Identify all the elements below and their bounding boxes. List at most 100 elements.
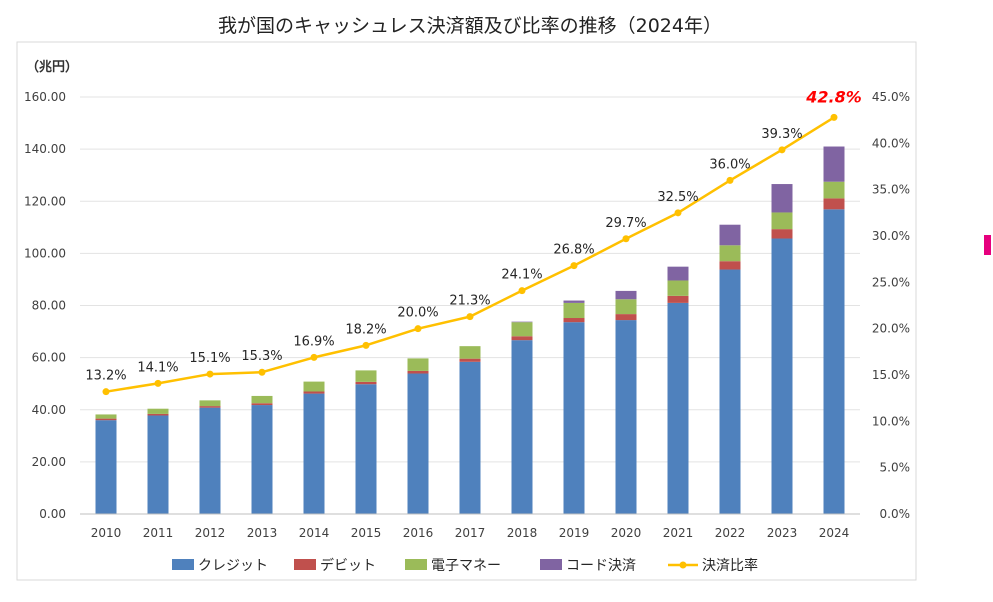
y-tick-label: 140.00 [24,142,66,156]
y-axis-ticks: 0.00 20.00 40.00 60.00 80.00 100.00 120.00 140.… [24,90,66,521]
ratio-data-label: 29.7% [605,216,646,231]
legend-label: コード決済 [566,558,636,574]
bar-segment-3 [719,245,741,262]
x-tick-label: 2015 [351,526,382,540]
y-tick-label: 80.00 [32,299,66,313]
y2-tick-label: 35.0% [872,183,910,197]
chart-title: 我が国のキャッシュレス決済額及び比率の推移（2024年） [218,15,722,37]
bar-segment-4 [667,266,689,281]
x-tick-label: 2016 [403,526,434,540]
bar-segment-2 [199,406,221,408]
y2-tick-label: 10.0% [872,414,910,428]
y-tick-label: 160.00 [24,90,66,104]
ratio-point [310,353,318,361]
y2-tick-label: 40.0% [872,136,910,150]
bar-segment-3 [147,408,169,414]
ratio-point [414,325,422,333]
y2-tick-label: 0.0% [880,507,911,521]
bar-segment-4 [615,290,637,300]
bar-segment-2 [823,198,845,210]
ratio-line-series: 13.2% 14.1% 15.1% 15.3% 16.9% 18.2% 20.0% 21.3%… [85,87,862,396]
bar-segment-2 [719,261,741,270]
bar-segment-2 [563,318,585,323]
legend-label: 決済比率 [702,557,758,574]
bar-segment-2 [511,336,533,341]
ratio-point [102,388,110,396]
ratio-data-label: 24.1% [501,268,542,283]
bar-segment-1 [615,320,637,514]
ratio-point [258,368,266,376]
ratio-data-label: 21.3% [449,294,490,309]
ratio-point [778,146,786,154]
legend-swatch [405,559,427,570]
bar-segment-1 [823,209,845,514]
ratio-data-label: 18.2% [345,322,386,337]
bar-segment-3 [823,181,845,199]
bar-segment-3 [303,381,325,392]
bar-segment-3 [355,370,377,382]
legend-swatch-marker [679,561,687,569]
x-axis-ticks: 2010 2011 2012 2013 2014 2015 2016 2017 2018 2019… [91,526,850,540]
bar-segment-1 [95,420,117,514]
x-tick-label: 2019 [559,526,590,540]
bar-segment-3 [511,322,533,337]
y-tick-label: 0.00 [39,507,66,521]
y2-tick-label: 15.0% [872,368,910,382]
bar-segment-1 [199,407,221,514]
ratio-data-label: 16.9% [293,334,334,349]
bar-segment-1 [511,340,533,514]
bar-segment-1 [147,415,169,514]
x-tick-label: 2018 [507,526,538,540]
ratio-point [674,209,682,217]
bar-segment-2 [459,358,481,362]
y2-tick-label: 5.0% [880,461,911,475]
bar-segment-1 [771,238,793,514]
ratio-data-label: 13.2% [85,369,126,384]
ratio-point [362,341,370,349]
ratio-data-label: 20.0% [397,306,438,321]
bar-segment-1 [355,384,377,514]
bar-segment-3 [95,414,117,419]
bar-segment-1 [251,405,273,514]
ratio-point [570,262,578,270]
ratio-point [518,287,526,295]
y2-tick-label: 30.0% [872,229,910,243]
ratio-point [154,379,162,387]
bar-segment-2 [771,229,793,239]
bar-segment-2 [667,295,689,303]
ratio-point [622,235,630,243]
y2-tick-label: 20.0% [872,322,910,336]
bar-segment-1 [719,269,741,514]
bar-segment-2 [615,314,637,321]
ratio-data-label: 39.3% [761,127,802,142]
bar-segment-3 [771,212,793,230]
bar-segment-4 [771,184,793,213]
ratio-point [726,176,734,184]
bar-segment-1 [303,393,325,514]
bar-segment-4 [563,300,585,303]
bar-segment-1 [667,302,689,514]
x-tick-label: 2013 [247,526,278,540]
bar-segment-3 [563,302,585,319]
ratio-data-label: 15.1% [189,351,230,366]
x-tick-label: 2012 [195,526,226,540]
ratio-data-label: 14.1% [137,360,178,375]
y2-tick-label: 45.0% [872,90,910,104]
bar-segment-3 [615,299,637,315]
bar-segment-1 [459,361,481,514]
x-tick-label: 2020 [611,526,642,540]
x-tick-label: 2023 [767,526,798,540]
x-tick-label: 2017 [455,526,486,540]
ratio-point [206,370,214,378]
legend-swatch [294,559,316,570]
bar-segment-3 [667,280,689,296]
accent-marker [984,235,991,255]
bar-segment-4 [511,321,533,323]
ratio-data-label: 36.0% [709,157,750,172]
y-tick-label: 20.00 [32,455,66,469]
bar-segment-2 [355,381,377,385]
y-tick-label: 40.00 [32,403,66,417]
ratio-data-label: 32.5% [657,190,698,205]
bar-segment-2 [147,413,169,416]
